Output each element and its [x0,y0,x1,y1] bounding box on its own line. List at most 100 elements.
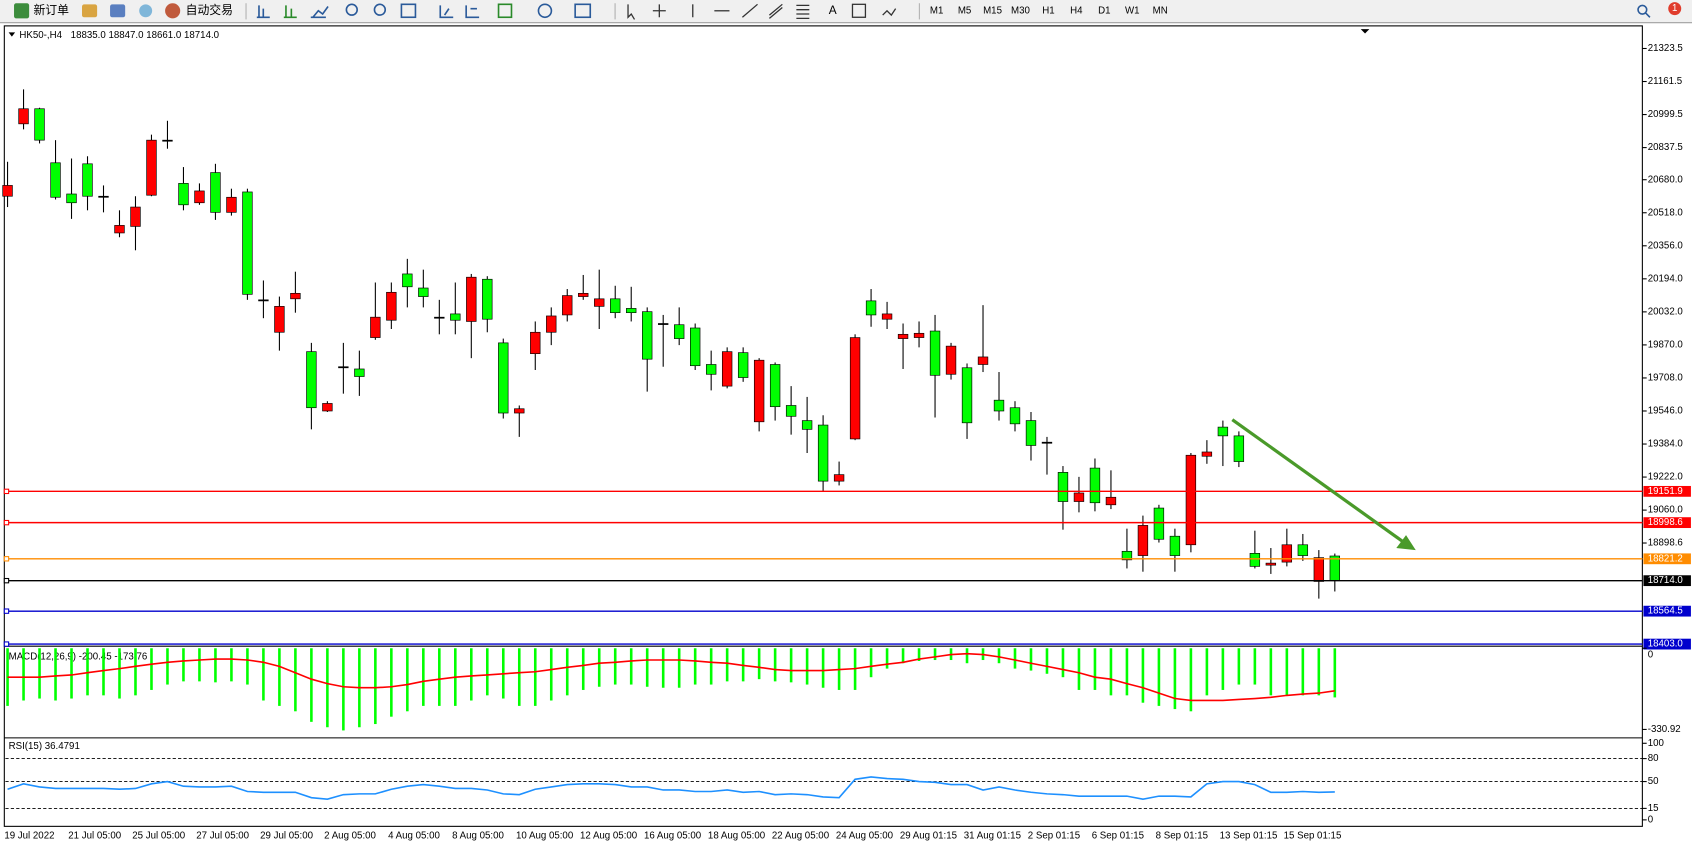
macd-bar [86,648,89,696]
macd-bar [1237,648,1241,685]
candle-body [1233,435,1245,462]
macd-bar [182,648,185,682]
cursor-tool[interactable] [627,4,636,20]
macd-bar [246,648,249,685]
indicators[interactable] [497,3,513,19]
candle-body [1009,407,1021,425]
macd-bar [965,648,969,664]
timeframe-button[interactable]: M1 [930,5,943,16]
macd-bar [22,648,25,701]
macd-bar [390,648,393,717]
macd-bar [1093,648,1097,690]
timeframe-button[interactable]: MN [1153,5,1168,16]
timeframe-button[interactable]: H4 [1070,5,1083,16]
candle-body [1105,496,1117,506]
macd-bar [901,648,905,664]
new-order-button[interactable]: 新订单 [33,3,69,17]
x-tick-label: 6 Sep 01:15 [1092,831,1144,842]
macd-bar [326,648,329,728]
macd-bar [597,648,601,687]
x-tick-label: 19 Jul 2022 [4,831,54,842]
zoom-out[interactable] [373,3,387,16]
search-icon[interactable] [1637,4,1648,15]
tile-windows[interactable] [400,3,417,19]
timeframe-button[interactable]: M5 [958,5,971,16]
macd-bar [1189,648,1193,712]
candle-body [689,327,701,367]
shift-tool[interactable] [465,5,480,19]
fibo-tool[interactable] [796,4,810,19]
macd-bar [1061,648,1065,678]
line-tool[interactable] [310,6,329,19]
candle-body [993,399,1005,412]
candle-body [162,139,173,142]
text-tool-icon[interactable]: A [829,3,837,17]
periods[interactable] [537,3,553,19]
candle-body [642,311,653,360]
level-label: 18998.6 [1648,517,1683,528]
notification-badge[interactable] [1668,2,1682,16]
zoom-in[interactable] [345,3,358,16]
icon[interactable] [110,4,126,18]
macd-bar [725,648,729,682]
candle-body [482,278,493,320]
auto-trading-button[interactable]: 自动交易 [186,3,233,17]
timeframe-button[interactable]: W1 [1125,5,1140,16]
candle-body [929,330,941,376]
y-tick-label: 21323.5 [1648,43,1683,54]
chart-tools [256,3,592,19]
scroll-tool[interactable] [439,5,454,19]
candle-tool[interactable] [283,5,297,19]
macd-bar [661,648,665,688]
candle-body [833,474,845,482]
candle-body [1169,535,1181,556]
macd-bar [693,648,697,685]
label-tool[interactable] [851,3,867,18]
y-tick-label: 50 [1648,776,1659,787]
channel-tool[interactable] [768,3,783,19]
macd-bar [262,648,265,701]
macd-bar [1173,648,1177,710]
candle-body [418,287,429,297]
y-tick-label: 20680.0 [1648,174,1684,185]
trendline-tool[interactable] [741,3,758,18]
level-label: 18564.5 [1648,606,1683,617]
candle-body [626,308,637,314]
candle-body [498,342,509,414]
templates[interactable] [574,3,592,19]
icon[interactable] [139,4,153,18]
timeframe-button[interactable]: M15 [983,5,1002,16]
y-tick-label: -330.92 [1648,724,1681,735]
x-tick-label: 10 Aug 05:00 [516,831,574,842]
candle-body [50,162,61,198]
x-tick-label: 31 Aug 01:15 [964,831,1021,842]
x-tick-label: 8 Aug 05:00 [452,831,504,842]
macd-bar [677,648,681,688]
icon[interactable] [82,4,98,18]
macd-bar [1301,648,1305,696]
timeframe-button[interactable]: M30 [1011,5,1030,16]
level-handle [3,488,10,495]
macd-bar [517,648,521,706]
timeframe-button[interactable]: D1 [1098,5,1110,16]
candle-body [849,337,861,440]
crosshair-tool[interactable] [652,4,666,18]
new-order-icon[interactable] [14,3,30,19]
arrows-tool[interactable] [882,8,897,17]
macd-bar [198,648,201,682]
candle-body [2,185,13,197]
auto-trading-icon[interactable] [165,3,181,19]
bar-chart-tool[interactable] [256,5,270,19]
macd-bar [70,648,73,699]
candle-body [1041,441,1053,444]
candle-body [961,367,973,424]
macd-bar [166,648,169,685]
y-tick-label: 20518.0 [1648,207,1684,218]
macd-bar [917,648,921,662]
y-tick-label: 0 [1648,649,1654,660]
candle-body [610,298,621,314]
timeframe-button[interactable]: H1 [1042,5,1054,16]
macd-bar [1109,648,1113,696]
macd-bar [374,648,377,725]
candle-body [578,292,589,297]
